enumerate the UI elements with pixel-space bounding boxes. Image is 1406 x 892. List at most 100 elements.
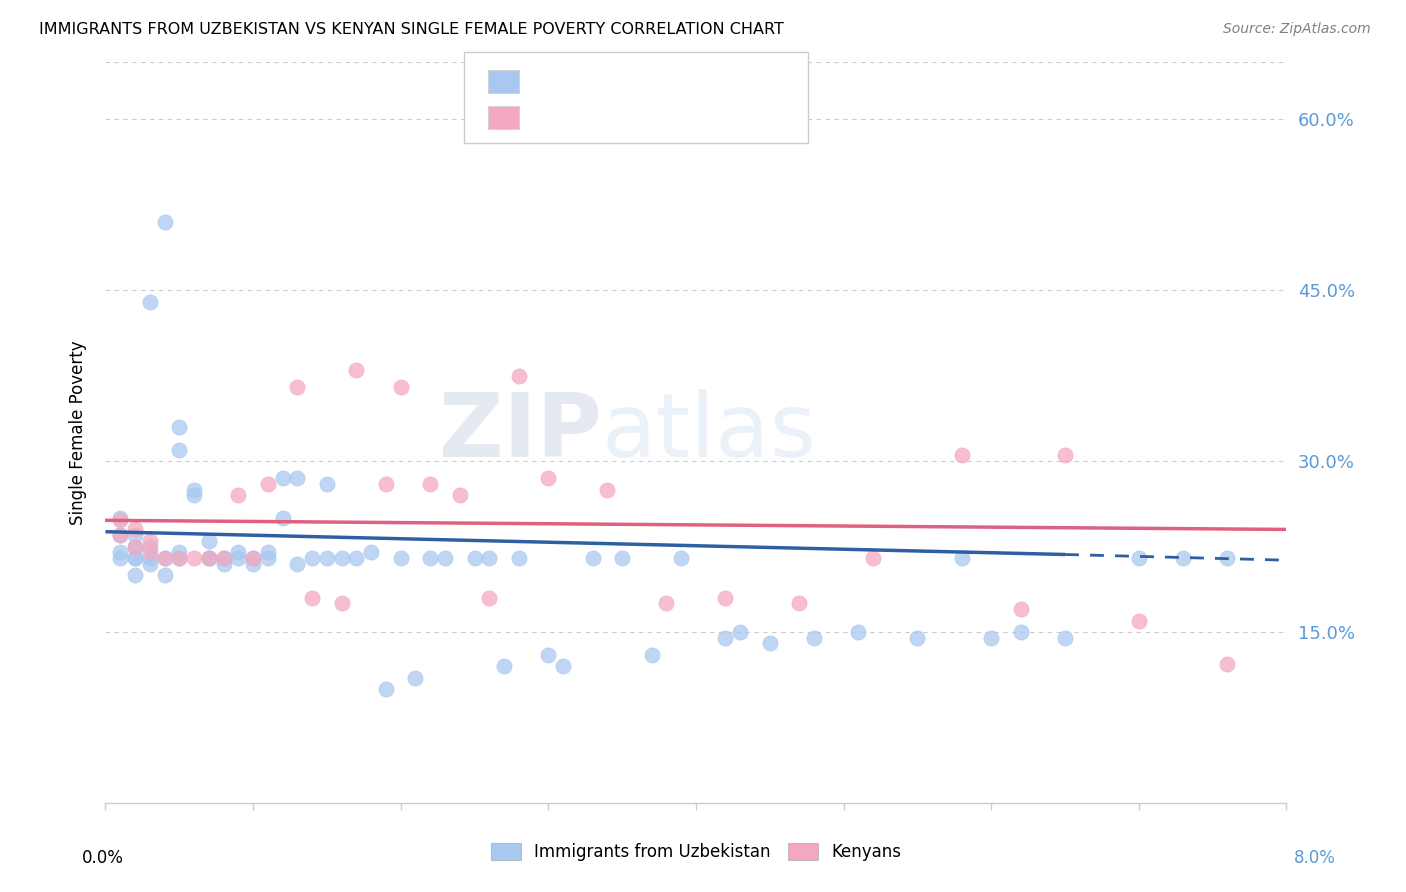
Point bbox=[169, 550, 191, 565]
Point bbox=[464, 550, 486, 565]
Point bbox=[596, 483, 619, 497]
Point bbox=[389, 380, 412, 394]
Point bbox=[449, 488, 471, 502]
Text: -0.026: -0.026 bbox=[569, 72, 623, 90]
Point bbox=[124, 540, 146, 554]
Point bbox=[374, 476, 398, 491]
Point bbox=[980, 631, 1002, 645]
Point bbox=[803, 631, 825, 645]
Point bbox=[110, 511, 132, 525]
Point bbox=[153, 550, 176, 565]
Point bbox=[110, 545, 132, 559]
Point bbox=[1054, 631, 1077, 645]
Point bbox=[478, 550, 501, 565]
Point bbox=[374, 681, 398, 696]
Point bbox=[228, 488, 250, 502]
Point bbox=[1054, 449, 1077, 463]
Point bbox=[110, 513, 132, 527]
Text: N =: N = bbox=[636, 72, 683, 90]
Point bbox=[950, 550, 973, 565]
Text: R =: R = bbox=[530, 72, 567, 90]
Point bbox=[862, 550, 884, 565]
Point bbox=[641, 648, 664, 662]
Point bbox=[671, 550, 693, 565]
Point bbox=[655, 597, 678, 611]
Point bbox=[846, 624, 869, 639]
Point bbox=[537, 471, 560, 485]
Point bbox=[301, 550, 323, 565]
Text: -0.032: -0.032 bbox=[569, 109, 623, 127]
Point bbox=[153, 550, 176, 565]
Point bbox=[907, 631, 929, 645]
Point bbox=[257, 545, 280, 559]
Point bbox=[508, 550, 530, 565]
Text: 8.0%: 8.0% bbox=[1294, 849, 1336, 867]
Point bbox=[287, 471, 309, 485]
Point bbox=[183, 483, 205, 497]
Point bbox=[405, 671, 427, 685]
Point bbox=[110, 528, 132, 542]
Point bbox=[419, 476, 441, 491]
Point bbox=[212, 550, 235, 565]
Point bbox=[330, 550, 353, 565]
Text: N =: N = bbox=[636, 109, 683, 127]
Point bbox=[612, 550, 634, 565]
Text: 0.0%: 0.0% bbox=[82, 849, 124, 867]
Point bbox=[492, 659, 515, 673]
Text: 71: 71 bbox=[671, 72, 692, 90]
Point bbox=[257, 550, 280, 565]
Point bbox=[197, 550, 219, 565]
Point bbox=[242, 550, 264, 565]
Point bbox=[537, 648, 560, 662]
Point bbox=[124, 568, 146, 582]
Point bbox=[153, 215, 176, 229]
Point bbox=[1216, 657, 1239, 671]
Point bbox=[124, 528, 146, 542]
Point bbox=[582, 550, 605, 565]
Point bbox=[138, 557, 162, 571]
Point bbox=[169, 545, 191, 559]
Point bbox=[287, 557, 309, 571]
Point bbox=[138, 545, 162, 559]
Point bbox=[301, 591, 323, 605]
Point bbox=[714, 591, 737, 605]
Point bbox=[287, 380, 309, 394]
Text: IMMIGRANTS FROM UZBEKISTAN VS KENYAN SINGLE FEMALE POVERTY CORRELATION CHART: IMMIGRANTS FROM UZBEKISTAN VS KENYAN SIN… bbox=[39, 22, 785, 37]
Point bbox=[730, 624, 752, 639]
Point bbox=[169, 550, 191, 565]
Point bbox=[271, 511, 294, 525]
Point bbox=[197, 550, 219, 565]
Point bbox=[212, 557, 235, 571]
Point bbox=[183, 550, 205, 565]
Point bbox=[389, 550, 412, 565]
Point bbox=[950, 449, 973, 463]
Point bbox=[315, 476, 337, 491]
Point bbox=[228, 545, 250, 559]
Point bbox=[1010, 624, 1032, 639]
Point bbox=[271, 471, 294, 485]
Legend: Immigrants from Uzbekistan, Kenyans: Immigrants from Uzbekistan, Kenyans bbox=[491, 843, 901, 861]
Point bbox=[433, 550, 456, 565]
Point bbox=[787, 597, 810, 611]
Point bbox=[212, 550, 235, 565]
Point bbox=[124, 550, 146, 565]
Point bbox=[110, 528, 132, 542]
Point bbox=[360, 545, 382, 559]
Point bbox=[169, 442, 191, 457]
Text: R =: R = bbox=[530, 109, 567, 127]
Text: ZIP: ZIP bbox=[439, 389, 602, 476]
Point bbox=[315, 550, 337, 565]
Text: atlas: atlas bbox=[602, 389, 817, 476]
Point bbox=[1128, 550, 1150, 565]
Point bbox=[346, 363, 368, 377]
Point bbox=[110, 550, 132, 565]
Point bbox=[553, 659, 575, 673]
Point bbox=[124, 523, 146, 537]
Point bbox=[508, 368, 530, 383]
Text: 35: 35 bbox=[671, 109, 692, 127]
Point bbox=[1010, 602, 1032, 616]
Point bbox=[197, 550, 219, 565]
Y-axis label: Single Female Poverty: Single Female Poverty bbox=[69, 341, 87, 524]
Point bbox=[138, 550, 162, 565]
Point bbox=[228, 550, 250, 565]
